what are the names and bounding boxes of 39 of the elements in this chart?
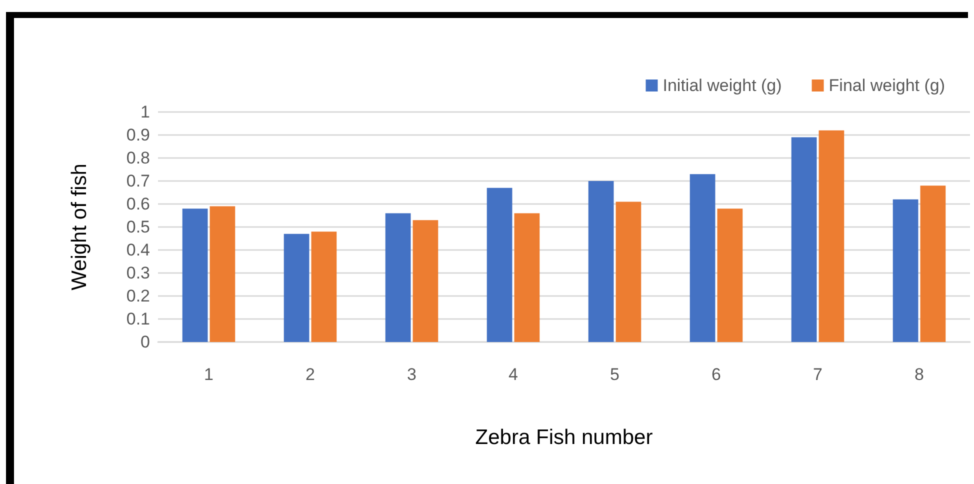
bar	[284, 234, 310, 342]
legend-label: Final weight (g)	[828, 76, 946, 95]
legend-label: Initial weight (g)	[662, 76, 782, 95]
bar	[486, 188, 512, 342]
bar	[385, 213, 411, 342]
bar	[311, 232, 337, 342]
x-tick-label: 5	[610, 365, 620, 384]
bar	[588, 181, 614, 342]
bar	[791, 137, 817, 342]
bar	[690, 174, 716, 342]
x-tick-label: 2	[306, 365, 315, 384]
x-tick-label: 1	[204, 365, 214, 384]
y-tick-label: 0.5	[126, 218, 150, 236]
y-tick-label: 0.8	[126, 148, 150, 168]
y-tick-label: 0.9	[126, 126, 150, 144]
y-tick-label: 0.2	[126, 286, 150, 306]
x-tick-label: 6	[712, 365, 721, 384]
y-tick-label: 0	[140, 332, 150, 352]
x-tick-label: 3	[407, 365, 416, 384]
y-axis-title: Weight of fish	[68, 164, 91, 290]
bar	[514, 213, 540, 342]
y-tick-label: 0.6	[126, 194, 150, 214]
y-tick-label: 0.1	[126, 310, 150, 328]
y-tick-label: 0.3	[126, 264, 150, 282]
x-tick-label: 7	[813, 365, 822, 384]
bar	[717, 208, 743, 342]
bar	[892, 199, 918, 342]
y-tick-label: 0.7	[126, 172, 150, 190]
x-axis-title: Zebra Fish number	[475, 426, 653, 449]
bar	[210, 206, 236, 342]
bar	[616, 202, 642, 342]
y-tick-label: 1	[140, 102, 150, 122]
bar	[818, 130, 844, 342]
x-tick-label: 4	[508, 365, 518, 384]
y-tick-label: 0.4	[126, 240, 150, 260]
bar	[182, 208, 208, 342]
x-tick-label: 8	[914, 365, 924, 384]
bar	[412, 220, 438, 342]
bar	[920, 186, 946, 342]
